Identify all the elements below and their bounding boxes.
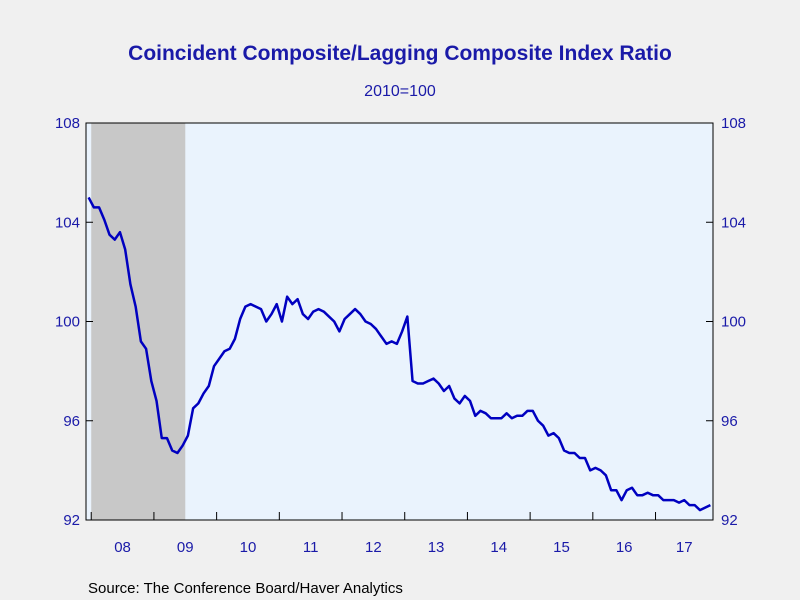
series-line <box>87 196 711 512</box>
y-tick-label-right: 96 <box>721 413 738 430</box>
x-tick-label: 14 <box>490 539 507 556</box>
source-note: Source: The Conference Board/Haver Analy… <box>88 580 403 597</box>
y-tick-label-right: 100 <box>721 314 746 331</box>
y-tick-label-left: 96 <box>63 413 80 430</box>
x-tick-label: 08 <box>114 539 131 556</box>
y-tick-label-right: 92 <box>721 512 738 529</box>
x-tick-label: 15 <box>553 539 570 556</box>
x-tick-label: 16 <box>616 539 633 556</box>
x-tick-label: 13 <box>428 539 445 556</box>
x-tick-label: 09 <box>177 539 194 556</box>
y-axis-left: 92 96 100 104 108 <box>55 115 93 529</box>
chart-title: Coincident Composite/Lagging Composite I… <box>128 42 672 65</box>
x-tick-label: 17 <box>676 539 693 556</box>
y-tick-label-left: 100 <box>55 314 80 331</box>
y-tick-label-right: 108 <box>721 115 746 132</box>
y-tick-label-left: 108 <box>55 115 80 132</box>
chart-subtitle: 2010=100 <box>364 83 436 100</box>
x-tick-label: 10 <box>240 539 257 556</box>
y-tick-label-left: 92 <box>63 512 80 529</box>
y-tick-label-left: 104 <box>55 214 80 231</box>
plot-area <box>86 123 713 520</box>
x-axis: 08 09 10 11 12 13 14 15 16 17 <box>90 512 693 556</box>
y-axis-right: 92 96 100 104 108 <box>706 115 746 529</box>
y-tick-label-right: 104 <box>721 214 746 231</box>
x-tick-label: 12 <box>365 539 382 556</box>
x-tick-label: 11 <box>303 539 319 556</box>
